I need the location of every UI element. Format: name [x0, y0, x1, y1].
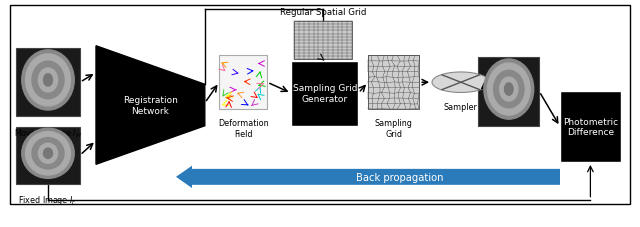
Ellipse shape — [484, 60, 534, 120]
Ellipse shape — [44, 74, 52, 87]
Ellipse shape — [32, 138, 64, 169]
FancyBboxPatch shape — [294, 22, 352, 60]
Ellipse shape — [32, 62, 64, 99]
Text: Sampler: Sampler — [444, 102, 477, 111]
Ellipse shape — [26, 55, 70, 106]
FancyBboxPatch shape — [479, 58, 540, 126]
Text: Moving Image $I_M$: Moving Image $I_M$ — [14, 126, 82, 139]
Ellipse shape — [493, 71, 524, 109]
FancyBboxPatch shape — [10, 6, 630, 204]
Ellipse shape — [504, 84, 513, 96]
Ellipse shape — [22, 129, 74, 179]
Text: Regular Spatial Grid: Regular Spatial Grid — [280, 8, 366, 17]
FancyBboxPatch shape — [16, 49, 80, 117]
Ellipse shape — [488, 64, 530, 116]
FancyBboxPatch shape — [219, 56, 268, 109]
FancyBboxPatch shape — [291, 61, 358, 126]
FancyBboxPatch shape — [560, 92, 621, 162]
Ellipse shape — [22, 51, 74, 111]
Ellipse shape — [26, 132, 70, 175]
Text: Fixed Image $I_F$: Fixed Image $I_F$ — [19, 193, 77, 206]
FancyArrow shape — [176, 166, 560, 188]
Ellipse shape — [500, 78, 518, 102]
Circle shape — [432, 73, 490, 93]
FancyBboxPatch shape — [368, 56, 419, 109]
Text: Registration
Network: Registration Network — [123, 96, 178, 115]
Text: Back propagation: Back propagation — [356, 172, 444, 182]
Polygon shape — [96, 47, 205, 165]
Ellipse shape — [38, 69, 58, 93]
Ellipse shape — [44, 148, 52, 159]
Ellipse shape — [38, 144, 58, 163]
Text: Sampling
Grid: Sampling Grid — [374, 118, 413, 138]
FancyBboxPatch shape — [16, 127, 80, 184]
Text: Sampling Grid
Generator: Sampling Grid Generator — [292, 84, 357, 103]
Text: Photometric
Difference: Photometric Difference — [563, 117, 618, 137]
Text: Deformation
Field: Deformation Field — [218, 118, 269, 138]
